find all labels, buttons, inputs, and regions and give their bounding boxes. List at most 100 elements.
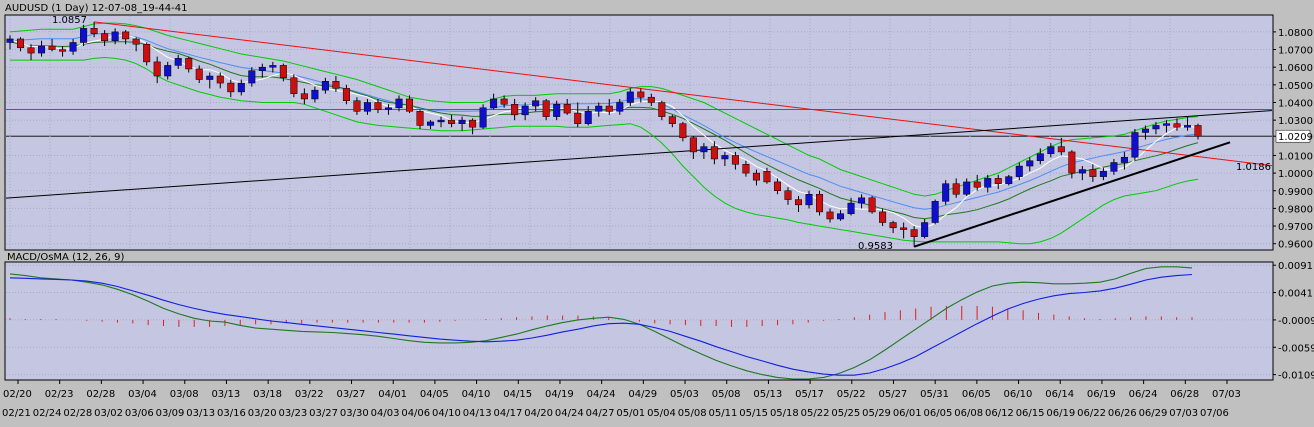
macd-line — [9, 266, 1193, 380]
candle-body — [300, 93, 308, 100]
date-label-bottom: 06/29 — [1139, 408, 1168, 419]
date-label-bottom: 02/21 — [2, 408, 31, 419]
candle-body — [626, 91, 634, 103]
candle-body — [574, 112, 582, 124]
macd-tick-label: 0.0091 — [1278, 261, 1313, 272]
candle-body — [721, 155, 729, 160]
candle-body — [469, 119, 477, 128]
date-label-bottom: 04/27 — [586, 408, 615, 419]
candle-body — [311, 89, 319, 100]
date-label-top: 06/05 — [962, 389, 991, 400]
candle-body — [59, 49, 67, 52]
date-label-bottom: 06/08 — [954, 408, 983, 419]
date-axis: 02/20 02/23 02/28 03/04 03/08 03/13 03/18 03/22… — [2, 380, 1241, 419]
candle-body — [910, 229, 918, 237]
candle-body — [363, 102, 371, 112]
low-annotation: 0.9583 — [858, 241, 893, 252]
date-label-top: 06/10 — [1004, 389, 1033, 400]
date-label-bottom: 06/19 — [1046, 408, 1075, 419]
date-label-top: 03/22 — [295, 389, 324, 400]
candle-body — [921, 222, 929, 237]
candle-body — [826, 211, 834, 220]
price-tick-label: 0.9600 — [1278, 240, 1313, 251]
date-label-bottom: 04/24 — [555, 408, 584, 419]
candle-body — [448, 119, 456, 124]
candle-body — [595, 105, 603, 112]
date-label-top: 03/13 — [211, 389, 240, 400]
macd-title: MACD/OsMA (12, 26, 9) — [7, 252, 125, 263]
candle-body — [679, 123, 687, 139]
date-label-top: 04/15 — [503, 389, 532, 400]
date-label-top: 05/13 — [753, 389, 782, 400]
candle-body — [174, 58, 182, 66]
dark-green-moving-average — [9, 41, 1199, 220]
price-tick-label: 1.0500 — [1278, 81, 1313, 92]
date-label-top: 03/08 — [170, 389, 199, 400]
candle-body — [816, 194, 824, 213]
candle-body — [668, 116, 676, 124]
candle-body — [731, 155, 739, 165]
white-moving-average — [9, 34, 1199, 229]
candle-body — [900, 227, 908, 230]
candle-body — [227, 82, 235, 93]
candle-body — [1162, 123, 1170, 126]
date-label-bottom: 05/11 — [709, 408, 738, 419]
date-label-bottom: 07/03 — [1169, 408, 1198, 419]
date-label-bottom: 03/20 — [248, 408, 277, 419]
candle-body — [784, 190, 792, 200]
date-label-top: 06/14 — [1045, 389, 1074, 400]
candle-body — [1183, 125, 1191, 128]
candle-body — [216, 75, 224, 84]
date-label-bottom: 04/10 — [432, 408, 461, 419]
candle-body — [889, 222, 897, 229]
candle-body — [48, 45, 56, 50]
candle-body — [689, 137, 697, 153]
date-label-bottom: 03/23 — [278, 408, 307, 419]
candle-body — [405, 98, 414, 112]
date-label-bottom: 03/16 — [217, 408, 246, 419]
candle-body — [1005, 176, 1013, 184]
date-label-bottom: 03/27 — [309, 408, 338, 419]
date-label-bottom: 04/03 — [371, 408, 400, 419]
date-label-top: 06/28 — [1170, 389, 1199, 400]
date-label-top: 05/17 — [795, 389, 824, 400]
date-label-bottom: 06/26 — [1108, 408, 1137, 419]
candle-body — [1036, 153, 1044, 161]
window-title: AUDUSD (1 Day) 12-07-08_19-44-41 — [5, 3, 187, 14]
date-label-bottom: 04/13 — [463, 408, 492, 419]
candle-body — [879, 211, 887, 223]
candle-body — [500, 98, 508, 105]
candle-body — [1068, 151, 1076, 174]
candle-body — [1099, 171, 1107, 177]
date-label-top: 02/20 — [3, 389, 32, 400]
date-label-bottom: 06/12 — [985, 408, 1014, 419]
date-label-bottom: 06/22 — [1077, 408, 1106, 419]
date-label-bottom: 04/17 — [493, 408, 522, 419]
candle-body — [206, 75, 214, 80]
candle-body — [1078, 169, 1086, 174]
candle-body — [395, 98, 403, 109]
date-label-bottom: 06/01 — [893, 408, 922, 419]
candle-body — [994, 178, 1002, 184]
candle-body — [1141, 128, 1149, 133]
price-plot-area[interactable] — [4, 14, 1274, 251]
macd-tick-label: -0.0059 — [1278, 343, 1314, 354]
candle-body — [563, 104, 571, 114]
long-support-trendline — [5, 110, 1273, 199]
candle-body — [752, 172, 760, 181]
price-tick-label: 1.0100 — [1278, 151, 1313, 162]
candle-body — [248, 70, 256, 84]
date-label-top: 03/04 — [128, 389, 157, 400]
date-label-top: 05/27 — [878, 389, 907, 400]
candle-body — [143, 43, 151, 63]
date-label-top: 06/24 — [1129, 389, 1158, 400]
candle-body — [1089, 169, 1097, 177]
candle-body — [511, 104, 519, 116]
date-label-bottom: 04/06 — [401, 408, 430, 419]
date-label-top: 04/29 — [628, 389, 657, 400]
date-label-bottom: 05/18 — [770, 408, 799, 419]
date-label-top: 06/19 — [1087, 389, 1116, 400]
candle-body — [437, 119, 445, 123]
candle-body — [647, 96, 655, 103]
